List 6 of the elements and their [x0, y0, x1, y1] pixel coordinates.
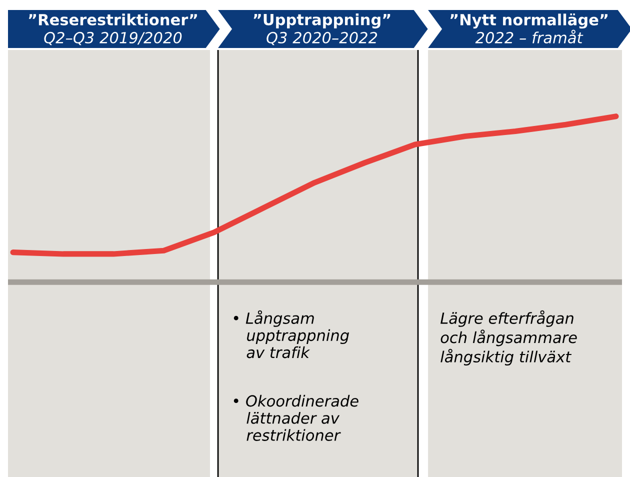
text: • Långsam upptrappning av trafik	[234, 310, 349, 358]
text: Lägre efterfrågan och långsammare långsiktig tillväxt	[440, 310, 577, 366]
text: ”Nytt normalläge” 2022 – framåt	[450, 13, 608, 44]
text: ”Reserestriktioner” Q2–Q3 2019/2020	[28, 14, 197, 46]
text: ”Upptrappning” Q3 2020–2022	[254, 14, 390, 46]
text: • Okoordinerade lättnader av restriktioner	[234, 394, 358, 441]
